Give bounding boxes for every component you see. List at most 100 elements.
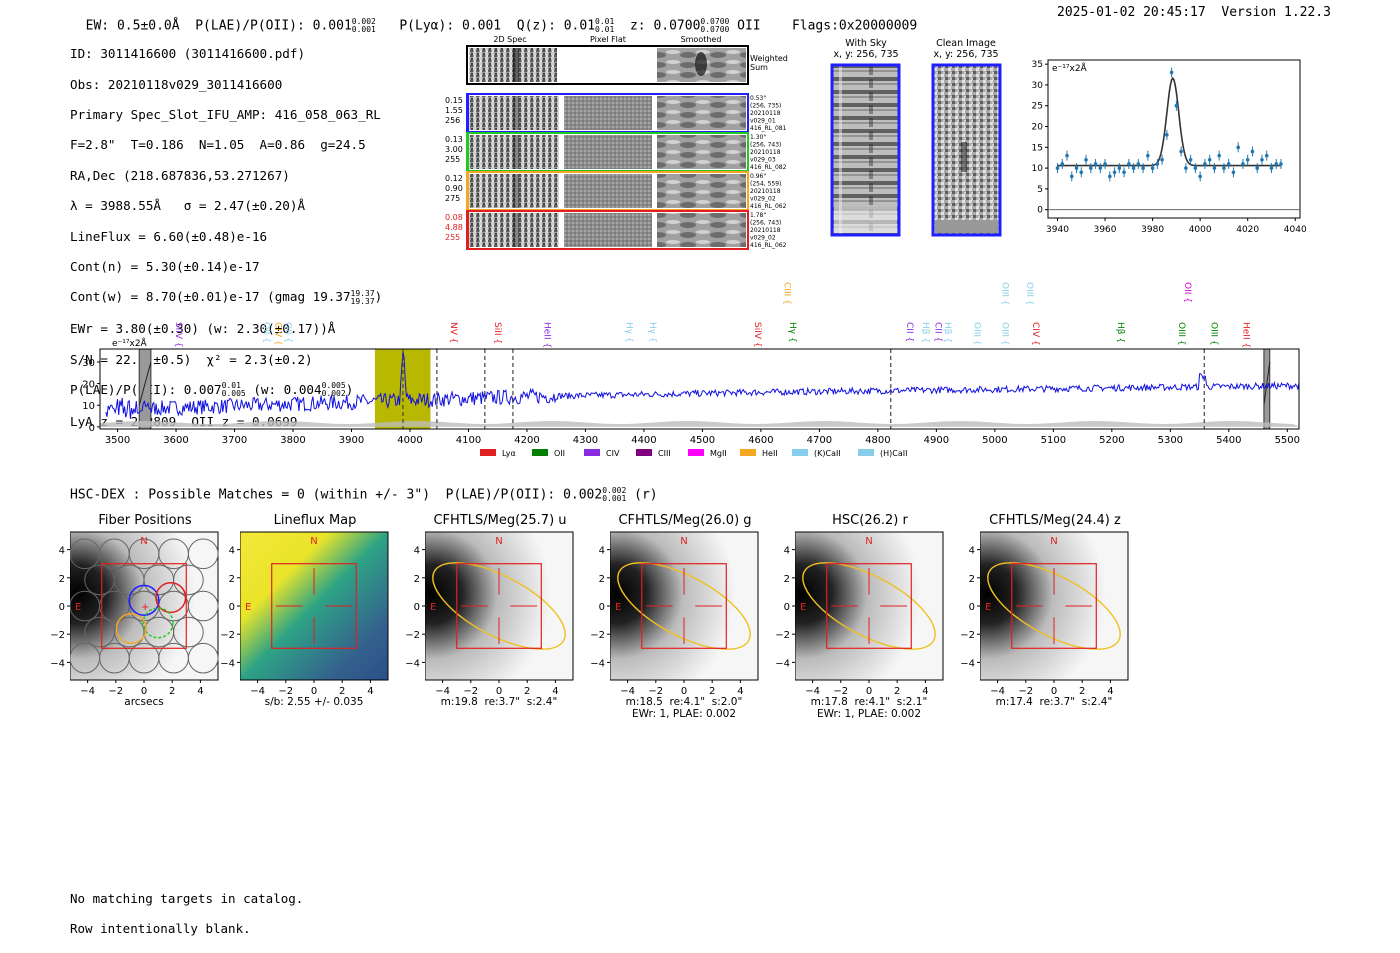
fiber-circle (187, 538, 219, 570)
panel-x-tick: −2 (833, 686, 848, 697)
svg-text:+: + (141, 602, 149, 613)
panel-y-tick: −4 (960, 658, 975, 669)
legend-swatch (858, 449, 874, 456)
panel-title: HSC(26.2) r (832, 513, 908, 528)
panel-y-tick: 0 (784, 602, 790, 613)
aperture-box (826, 563, 912, 649)
fit-data-point (1269, 166, 1274, 170)
compass-north: N (495, 536, 502, 547)
spec-x-tick: 3600 (163, 435, 188, 446)
spectrum-line (105, 351, 1300, 419)
panel-y-tick: −2 (590, 630, 605, 641)
line-label: Hβ { (920, 322, 930, 343)
clean-image-label: Clean Image x, y: 256, 735 (933, 38, 999, 60)
panel-y-tick: −2 (405, 630, 420, 641)
line-label: CIV { (1030, 322, 1040, 346)
panel-y-tick: 2 (414, 574, 420, 585)
ra-dec: RA,Dec (218.687836,53.271267) (70, 167, 290, 183)
fiber-circle (187, 642, 219, 674)
panel-y-tick: 2 (784, 574, 790, 585)
spec-x-tick: 5300 (1158, 435, 1183, 446)
panel-title: CFHTLS/Meg(24.4) z (989, 513, 1121, 528)
fiber-circle (173, 616, 204, 648)
fiber-circle (187, 590, 219, 622)
panel-title: Lineflux Map (273, 513, 357, 528)
fit-y-tick: 5 (1037, 185, 1043, 195)
line-label: SiIV { (752, 322, 762, 348)
spec-x-tick: 5000 (982, 435, 1007, 446)
panel-image: N E −4 −2 0 2 4 (795, 531, 944, 697)
fit-data-point (1069, 174, 1074, 179)
spec-x-tick: 4000 (397, 435, 422, 446)
spec-x-tick: 4800 (865, 435, 890, 446)
fit-data-point (1231, 170, 1236, 175)
cutout-row-meta: 416_RL_081 (750, 125, 787, 132)
panel-background (425, 531, 574, 681)
svg-text:Sum: Sum (750, 63, 768, 72)
fit-data-point (1127, 162, 1131, 166)
line-label: OIII { (1176, 322, 1186, 346)
line-label: Hγ { (787, 322, 797, 343)
cont-n: Cont(n) = 5.30(±0.14)e-17 (70, 259, 260, 275)
panel-x-tick: −2 (463, 686, 478, 697)
cutout-row-meta: 0.96" (750, 173, 766, 180)
fit-data-point (1060, 162, 1065, 166)
compass-east: E (75, 602, 81, 613)
spec-x-tick: 4200 (514, 435, 539, 446)
panel-y-tick: −4 (220, 658, 235, 669)
panel-x-tick: 2 (524, 686, 530, 697)
panel-background (980, 531, 1129, 681)
panel-y-tick: 0 (414, 602, 420, 613)
cutout-smoothed (657, 174, 746, 208)
fit-data-point (1160, 157, 1164, 162)
cutout-pixelflat (564, 213, 652, 247)
masked-region (138, 348, 152, 430)
fit-data-point (1245, 157, 1250, 162)
line-label: OII { (261, 322, 271, 343)
aperture-ellipse (802, 562, 936, 650)
compass-north: N (680, 536, 687, 547)
z-value: z: 0.0700 (629, 18, 701, 34)
aperture-ellipse (432, 562, 566, 650)
fit-y-tick: 30 (1032, 81, 1044, 91)
legend-label: HeII (762, 449, 778, 458)
fit-data-point (1155, 162, 1160, 166)
cutout-smoothed (657, 96, 746, 130)
fit-data-point (1264, 153, 1269, 158)
panel-y-tick: 0 (599, 602, 605, 613)
fit-data-point (1108, 174, 1112, 179)
detect-id: ID: 3011416600 (3011416600.pdf) (70, 46, 306, 62)
cutout-row-value: 0.15 (445, 96, 463, 105)
line-label: Hβ { (1115, 322, 1125, 343)
panel-x-tick: −4 (990, 686, 1005, 697)
line-label: NV { (448, 322, 458, 343)
cutout-row-meta: 416_RL_062 (750, 203, 787, 210)
timestamp-version: 2025-01-02 20:45:17 Version 1.22.3 (1057, 5, 1331, 20)
spec-y-label: e⁻¹⁷x2Å (112, 337, 148, 349)
panel-image: + N E −4 −2 0 2 4 (70, 531, 219, 697)
fit-data-point (1141, 166, 1145, 170)
panel-x-tick: −2 (108, 686, 123, 697)
ew-value: EW: 0.5±0.0Å (85, 18, 180, 34)
sn-chi2: S/N = 22.2(±0.5) χ² = 2.3(±0.2) (70, 351, 313, 367)
panel-image: N E −4 −2 0 2 4 (425, 531, 574, 697)
spec-x-tick: 3500 (105, 435, 130, 446)
timestamp: 2025-01-02 20:45:17 (1057, 5, 1206, 20)
fit-data-point (1179, 149, 1183, 154)
fit-x-tick: 3940 (1046, 225, 1069, 235)
fiber-circle (173, 564, 204, 596)
compass-north: N (1050, 536, 1057, 547)
cutout-row-meta: 20210118 (750, 149, 781, 156)
cutout-row-meta: (254, 559) (750, 181, 781, 188)
fit-data-point (1188, 157, 1193, 162)
line-label: OIII { (1208, 322, 1218, 346)
panel-x-tick: −2 (1018, 686, 1033, 697)
aperture-ellipse (617, 562, 751, 650)
compass-north: N (865, 536, 872, 547)
panel-x-tick: 0 (141, 686, 147, 697)
cutout-row-value: 3.00 (445, 145, 463, 154)
compass-north: N (140, 536, 147, 547)
compass-east: E (615, 602, 621, 613)
fit-x-tick: 4040 (1284, 225, 1307, 235)
panel-x-tick: 4 (1107, 686, 1113, 697)
